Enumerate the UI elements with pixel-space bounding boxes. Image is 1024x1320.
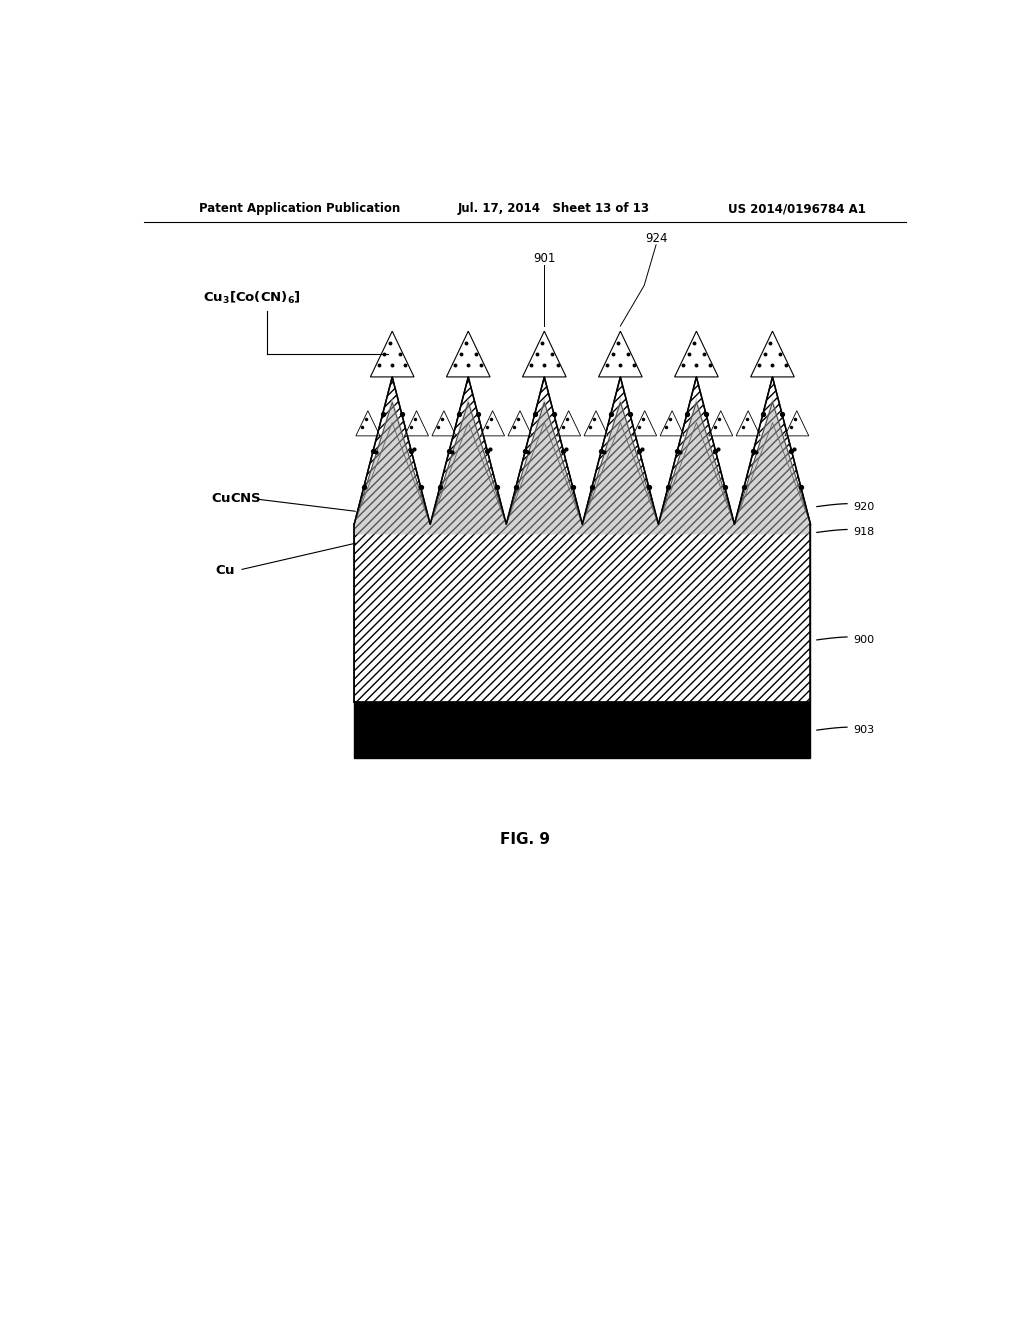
Text: 924: 924 — [645, 232, 668, 244]
Text: 903: 903 — [853, 725, 874, 735]
Polygon shape — [584, 411, 608, 436]
Text: $\mathbf{Cu_3[Co(CN)_6]}$: $\mathbf{Cu_3[Co(CN)_6]}$ — [204, 289, 301, 306]
Polygon shape — [356, 411, 380, 436]
Polygon shape — [709, 411, 733, 436]
Polygon shape — [522, 331, 566, 378]
Text: 901: 901 — [534, 252, 555, 265]
Text: US 2014/0196784 A1: US 2014/0196784 A1 — [728, 202, 866, 215]
Text: Jul. 17, 2014   Sheet 13 of 13: Jul. 17, 2014 Sheet 13 of 13 — [458, 202, 649, 215]
Text: 900: 900 — [853, 635, 874, 645]
Polygon shape — [660, 411, 684, 436]
Text: $\mathbf{CuCNS}$: $\mathbf{CuCNS}$ — [211, 492, 262, 506]
Text: $\mathbf{Cu}$: $\mathbf{Cu}$ — [215, 564, 236, 577]
Polygon shape — [557, 411, 581, 436]
Polygon shape — [508, 411, 532, 436]
Polygon shape — [736, 411, 760, 436]
Text: FIG. 9: FIG. 9 — [500, 832, 550, 847]
Polygon shape — [633, 411, 656, 436]
Polygon shape — [480, 411, 505, 436]
Polygon shape — [371, 331, 414, 378]
Polygon shape — [784, 411, 809, 436]
Polygon shape — [354, 397, 810, 535]
Polygon shape — [354, 378, 810, 702]
Text: 920: 920 — [853, 502, 874, 512]
Text: 918: 918 — [853, 528, 874, 537]
Text: Patent Application Publication: Patent Application Publication — [200, 202, 400, 215]
Polygon shape — [675, 331, 718, 378]
Bar — [354, 702, 811, 758]
Polygon shape — [751, 331, 795, 378]
Polygon shape — [599, 331, 642, 378]
Polygon shape — [446, 331, 490, 378]
Polygon shape — [404, 411, 428, 436]
Polygon shape — [432, 411, 456, 436]
